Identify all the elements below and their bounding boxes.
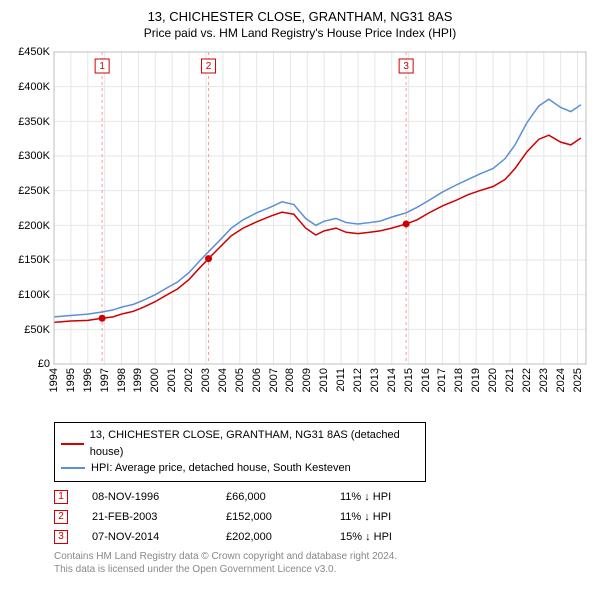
x-tick-label: 2001 [166, 368, 178, 392]
x-tick-label: 2017 [436, 368, 448, 392]
event-delta: 11% ↓ HPI [340, 491, 430, 503]
chart-subtitle: Price paid vs. HM Land Registry's House … [10, 26, 590, 40]
y-tick-label: £200K [18, 220, 50, 232]
y-tick-label: £450K [18, 46, 50, 58]
event-delta: 11% ↓ HPI [340, 511, 430, 523]
legend-label-hpi: HPI: Average price, detached house, Sout… [91, 460, 351, 477]
legend-label-price-paid: 13, CHICHESTER CLOSE, GRANTHAM, NG31 8AS… [90, 427, 419, 460]
event-row: 1 08-NOV-1996 £66,000 11% ↓ HPI [54, 490, 590, 504]
x-tick-label: 2003 [200, 368, 212, 392]
event-row: 2 21-FEB-2003 £152,000 11% ↓ HPI [54, 510, 590, 524]
x-tick-label: 2014 [386, 368, 398, 392]
x-tick-label: 2016 [420, 368, 432, 392]
x-tick-label: 2019 [470, 368, 482, 392]
attribution: Contains HM Land Registry data © Crown c… [54, 550, 590, 576]
x-tick-label: 2024 [555, 368, 567, 392]
legend-swatch-price-paid [61, 443, 84, 445]
y-tick-label: £150K [18, 254, 50, 266]
event-price: £66,000 [226, 491, 316, 503]
x-tick-label: 2004 [217, 368, 229, 392]
x-tick-label: 2005 [234, 368, 246, 392]
event-table: 1 08-NOV-1996 £66,000 11% ↓ HPI 2 21-FEB-2003… [54, 490, 590, 544]
event-date: 21-FEB-2003 [92, 511, 202, 523]
x-tick-label: 2011 [335, 368, 347, 392]
x-tick-label: 2013 [369, 368, 381, 392]
y-tick-label: £250K [18, 185, 50, 197]
event-row: 3 07-NOV-2014 £202,000 15% ↓ HPI [54, 530, 590, 544]
event-marker: 1 [54, 490, 68, 504]
y-tick-label: £400K [18, 81, 50, 93]
legend: 13, CHICHESTER CLOSE, GRANTHAM, NG31 8AS… [54, 422, 426, 482]
event-price: £152,000 [226, 511, 316, 523]
svg-text:1: 1 [99, 61, 105, 72]
x-tick-label: 1996 [82, 368, 94, 392]
chart-plot-area: 123 £0£50K£100K£150K£200K£250K£300K£350K… [10, 46, 590, 416]
x-tick-label: 2008 [284, 368, 296, 392]
chart-svg: 1 2 3 [10, 46, 590, 416]
x-tick-label: 1999 [132, 368, 144, 392]
chart-container: 13, CHICHESTER CLOSE, GRANTHAM, NG31 8AS… [0, 0, 600, 586]
x-tick-label: 2022 [521, 368, 533, 392]
attribution-line1: Contains HM Land Registry data © Crown c… [54, 550, 590, 563]
attribution-line2: This data is licensed under the Open Gov… [54, 563, 590, 576]
x-tick-label: 1995 [65, 368, 77, 392]
x-tick-label: 2012 [352, 368, 364, 392]
legend-item-hpi: HPI: Average price, detached house, Sout… [61, 460, 419, 477]
svg-text:3: 3 [403, 61, 409, 72]
x-tick-label: 2007 [268, 368, 280, 392]
y-tick-label: £100K [18, 289, 50, 301]
x-tick-label: 2015 [403, 368, 415, 392]
x-tick-label: 1998 [116, 368, 128, 392]
x-tick-label: 2023 [538, 368, 550, 392]
y-tick-label: £350K [18, 116, 50, 128]
y-tick-label: £50K [24, 324, 50, 336]
x-tick-label: 2025 [572, 368, 584, 392]
event-marker: 3 [54, 530, 68, 544]
x-tick-label: 2002 [183, 368, 195, 392]
event-date: 07-NOV-2014 [92, 531, 202, 543]
x-tick-label: 2010 [318, 368, 330, 392]
x-tick-label: 2000 [149, 368, 161, 392]
legend-item-price-paid: 13, CHICHESTER CLOSE, GRANTHAM, NG31 8AS… [61, 427, 419, 460]
event-date: 08-NOV-1996 [92, 491, 202, 503]
x-tick-label: 2009 [301, 368, 313, 392]
x-tick-label: 2006 [251, 368, 263, 392]
event-price: £202,000 [226, 531, 316, 543]
y-tick-label: £300K [18, 150, 50, 162]
event-marker: 2 [54, 510, 68, 524]
chart-title: 13, CHICHESTER CLOSE, GRANTHAM, NG31 8AS [10, 8, 590, 26]
svg-text:2: 2 [206, 61, 212, 72]
x-tick-label: 2018 [453, 368, 465, 392]
event-delta: 15% ↓ HPI [340, 531, 430, 543]
x-tick-label: 2020 [487, 368, 499, 392]
x-tick-label: 1997 [99, 368, 111, 392]
x-tick-label: 2021 [504, 368, 516, 392]
legend-swatch-hpi [61, 467, 85, 469]
x-tick-label: 1994 [48, 368, 60, 392]
